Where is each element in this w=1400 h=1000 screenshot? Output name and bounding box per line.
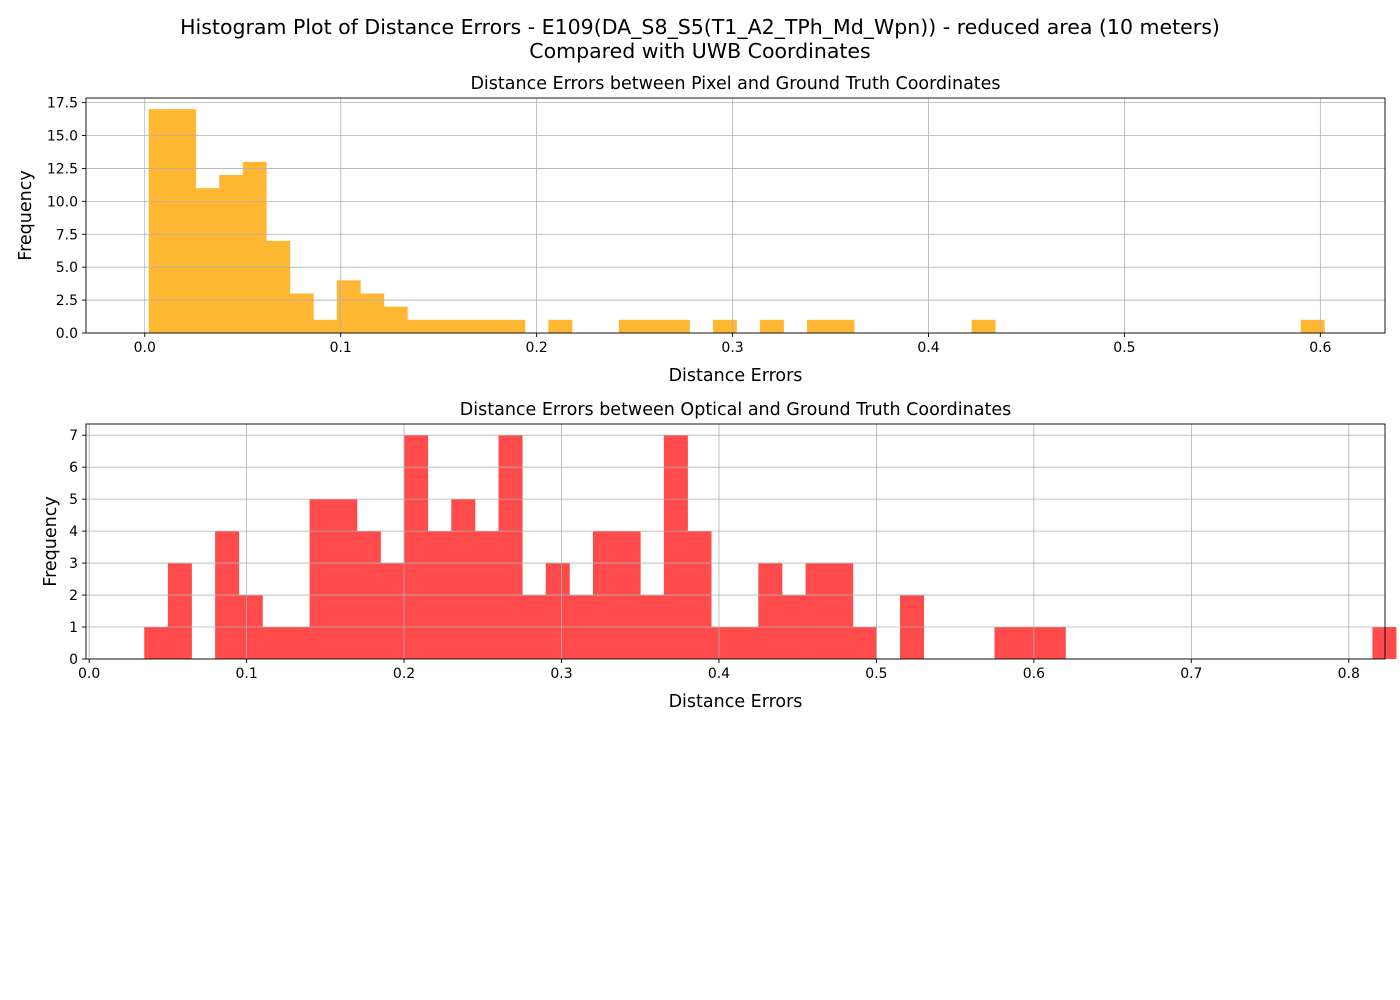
- histogram-bar: [360, 293, 385, 333]
- x-tick-label: 0.4: [917, 340, 939, 356]
- histogram-bar: [805, 563, 830, 659]
- y-tick-label: 12.5: [47, 161, 78, 177]
- histogram-bar: [262, 627, 287, 659]
- histogram-bar: [195, 188, 220, 333]
- x-axis-label: Distance Errors: [669, 366, 803, 386]
- histogram-bar: [266, 240, 291, 333]
- x-tick-label: 0.0: [78, 666, 100, 682]
- histogram-bar: [663, 435, 688, 659]
- x-tick-label: 0.2: [526, 340, 548, 356]
- y-tick-label: 1: [69, 620, 78, 636]
- x-tick-label: 0.5: [1113, 340, 1135, 356]
- histogram-bar: [219, 175, 244, 333]
- figure-title-line-2: Compared with UWB Coordinates: [529, 39, 871, 63]
- axes-frame: [85, 97, 1386, 334]
- y-tick-label: 0.0: [56, 326, 78, 342]
- x-tick-label: 0.3: [721, 340, 743, 356]
- y-tick-label: 7: [69, 428, 78, 444]
- histogram-bar: [665, 319, 690, 333]
- chart-title: Distance Errors between Pixel and Ground…: [470, 74, 1000, 94]
- histogram-bar: [477, 319, 502, 333]
- x-tick-label: 0.1: [330, 340, 352, 356]
- histogram-bar: [1018, 627, 1043, 659]
- histogram-bar: [380, 563, 405, 659]
- y-tick-label: 2: [69, 588, 78, 604]
- histogram-bar: [430, 319, 455, 333]
- y-tick-label: 15.0: [47, 129, 78, 145]
- histogram-bar: [313, 319, 338, 333]
- histogram-bar: [830, 319, 855, 333]
- x-tick-label: 0.5: [865, 666, 887, 682]
- histogram-bar: [383, 306, 408, 333]
- histogram-bar: [144, 627, 169, 659]
- x-tick-label: 0.7: [1180, 666, 1202, 682]
- x-axis-label: Distance Errors: [669, 692, 803, 712]
- histogram-bar: [852, 627, 877, 659]
- histogram-bar: [642, 319, 667, 333]
- histogram-bar: [336, 280, 361, 333]
- histogram-bar: [1041, 627, 1066, 659]
- x-tick-label: 0.3: [550, 666, 572, 682]
- figure-title: Histogram Plot of Distance Errors - E109…: [0, 15, 1400, 63]
- histogram-bar: [454, 319, 479, 333]
- histogram-bar: [548, 319, 573, 333]
- histogram-bar: [404, 435, 429, 659]
- histogram-bar: [451, 499, 476, 659]
- y-tick-label: 5.0: [56, 260, 78, 276]
- histogram-bar: [712, 319, 737, 333]
- histogram-bar: [711, 627, 736, 659]
- y-tick-label: 7.5: [56, 227, 78, 243]
- x-tick-label: 0.0: [134, 340, 156, 356]
- y-tick-label: 4: [69, 524, 78, 540]
- figure-title-line-1: Histogram Plot of Distance Errors - E109…: [180, 15, 1220, 39]
- axes-frame: [85, 423, 1386, 660]
- y-tick-label: 10.0: [47, 194, 78, 210]
- histogram-bar: [289, 293, 314, 333]
- histogram-bar: [1300, 319, 1325, 333]
- histogram-bar: [807, 319, 831, 333]
- histogram-bar: [333, 499, 358, 659]
- y-tick-label: 17.5: [47, 96, 78, 112]
- y-axis-label: Frequency: [41, 496, 61, 586]
- histogram-bar: [501, 319, 526, 333]
- histogram-bar: [309, 499, 334, 659]
- histogram-bar: [242, 161, 267, 333]
- histogram-bar: [994, 627, 1019, 659]
- y-tick-label: 3: [69, 556, 78, 572]
- x-tick-label: 0.2: [393, 666, 415, 682]
- x-tick-label: 0.6: [1309, 340, 1331, 356]
- histogram-bar: [1372, 627, 1397, 659]
- x-tick-label: 0.4: [708, 666, 730, 682]
- histogram-bar: [545, 563, 570, 659]
- histogram-bar: [734, 627, 759, 659]
- y-axis-label: Frequency: [16, 170, 36, 260]
- y-tick-label: 0: [69, 652, 78, 668]
- histogram-bar: [167, 563, 192, 659]
- y-tick-label: 5: [69, 492, 78, 508]
- x-tick-label: 0.8: [1338, 666, 1360, 682]
- x-tick-label: 0.6: [1023, 666, 1045, 682]
- y-tick-label: 2.5: [56, 293, 78, 309]
- histogram-bar: [407, 319, 432, 333]
- chart-title: Distance Errors between Optical and Grou…: [460, 400, 1011, 420]
- histogram-bar: [971, 319, 996, 333]
- histogram-bar: [148, 109, 173, 333]
- histogram-bar: [618, 319, 643, 333]
- histogram-bar: [172, 109, 197, 333]
- x-tick-label: 0.1: [235, 666, 257, 682]
- histogram-bar: [758, 563, 783, 659]
- chart-panel-1: 0.0 0.1 0.2 0.3 0.4 0.5 0.6 0.0 2.5 5.0 7.5 10.0 12.…: [16, 74, 1386, 386]
- histogram-bar: [498, 435, 523, 659]
- histogram-bar: [759, 319, 784, 333]
- histogram-bar: [285, 627, 310, 659]
- chart-panel-2: 0.0 0.1 0.2 0.3 0.4 0.5 0.6 0.7 0.8 0 1 2 3 4 5 6 7 Dista…: [41, 400, 1397, 712]
- y-tick-label: 6: [69, 460, 78, 476]
- histogram-bar: [829, 563, 854, 659]
